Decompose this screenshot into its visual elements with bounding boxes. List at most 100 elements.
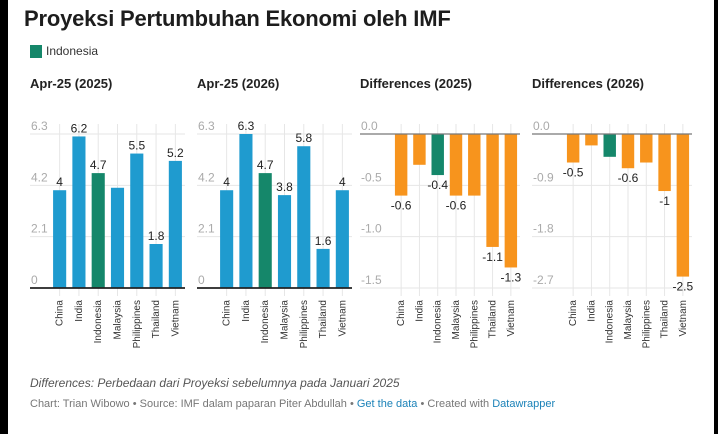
data-label: 5.8: [295, 131, 312, 145]
get-the-data-link[interactable]: Get the data: [356, 398, 418, 410]
data-label: 4: [223, 175, 230, 189]
y-tick-label: -2.7: [533, 273, 554, 287]
y-tick-label: -0.5: [361, 170, 382, 184]
legend-label: Indonesia: [46, 44, 99, 58]
chart-credit: Chart: Trian Wibowo: [30, 398, 130, 410]
x-tick-label: India: [414, 300, 425, 322]
x-tick-label: Indonesia: [260, 300, 271, 344]
footer-note: Differences: Perbedaan dari Proyeksi seb…: [30, 376, 400, 390]
x-tick-label: Malaysia: [623, 300, 634, 340]
y-tick-label: 0: [31, 273, 38, 287]
data-label: 1.6: [315, 234, 332, 248]
legend-swatch-indonesia: [30, 44, 42, 58]
panel-title-diff-2026: Differences (2026): [532, 76, 644, 91]
bar-thailand: [658, 134, 671, 192]
x-tick-label: China: [396, 300, 407, 327]
x-tick-label: Vietnam: [170, 300, 181, 337]
x-tick-label: Thailand: [151, 300, 162, 338]
data-label: 3.8: [276, 180, 293, 194]
data-label: -0.4: [427, 178, 448, 192]
y-tick-label: 0.0: [533, 119, 550, 133]
x-tick-label: Philippines: [132, 300, 143, 348]
y-tick-label: 2.1: [198, 222, 215, 236]
x-tick-label: India: [74, 300, 85, 322]
x-tick-label: India: [241, 300, 252, 322]
chart-frame: [8, 0, 714, 434]
bar-china: [53, 190, 67, 288]
x-tick-label: Thailand: [318, 300, 329, 338]
y-tick-label: 4.2: [31, 170, 48, 184]
bar-india: [585, 134, 598, 146]
x-tick-label: Malaysia: [113, 300, 124, 340]
x-tick-label: China: [568, 300, 579, 327]
panel-title-apr25-2026: Apr-25 (2026): [197, 76, 280, 91]
bar-philippines: [640, 134, 653, 163]
x-tick-label: India: [586, 300, 597, 322]
x-tick-label: Vietnam: [678, 300, 689, 337]
x-tick-label: Malaysia: [280, 300, 291, 340]
bar-indonesia: [91, 173, 105, 288]
x-tick-label: Philippines: [641, 300, 652, 348]
x-tick-label: China: [222, 300, 233, 327]
x-tick-label: Indonesia: [433, 300, 444, 344]
bar-thailand: [316, 248, 330, 288]
y-tick-label: 6.3: [31, 119, 48, 133]
data-label: -1.3: [501, 270, 522, 284]
y-tick-label: 6.3: [198, 119, 215, 133]
y-tick-label: -1.8: [533, 222, 554, 236]
bar-indonesia: [258, 173, 272, 288]
x-tick-label: Thailand: [488, 300, 499, 338]
data-label: 4: [339, 175, 346, 189]
bar-vietnam: [335, 190, 349, 288]
bar-china: [220, 190, 234, 288]
y-tick-label: -1.5: [361, 273, 382, 287]
bar-vietnam: [676, 134, 690, 277]
x-tick-label: Vietnam: [506, 300, 517, 337]
y-tick-label: 4.2: [198, 170, 215, 184]
y-tick-label: 2.1: [31, 222, 48, 236]
created-with-text: Created with: [427, 398, 490, 410]
y-tick-label: -1.0: [361, 222, 382, 236]
bar-malaysia: [449, 134, 463, 196]
bar-india: [239, 134, 253, 288]
x-tick-label: Malaysia: [451, 300, 462, 340]
bar-malaysia: [110, 187, 125, 288]
x-tick-label: Philippines: [469, 300, 480, 348]
source-credit: Source: IMF dalam paparan Piter Abdullah: [139, 398, 347, 410]
bar-philippines: [297, 146, 311, 288]
y-tick-label: 0.0: [361, 119, 378, 133]
bar-philippines: [468, 134, 481, 196]
x-tick-label: China: [55, 300, 66, 327]
bar-china: [394, 134, 408, 196]
bar-philippines: [130, 153, 144, 288]
bar-malaysia: [277, 195, 292, 288]
y-tick-label: 0: [198, 273, 205, 287]
data-label: -1.1: [482, 250, 503, 264]
bar-vietnam: [504, 134, 518, 268]
x-tick-label: Vietnam: [337, 300, 348, 337]
x-tick-label: Philippines: [299, 300, 310, 348]
datawrapper-link[interactable]: Datawrapper: [492, 398, 556, 410]
bar-thailand: [149, 244, 163, 288]
x-tick-label: Thailand: [660, 300, 671, 338]
data-label: 5.2: [167, 146, 184, 160]
data-label: 5.5: [128, 139, 145, 153]
data-label: 6.3: [238, 119, 255, 133]
bar-thailand: [486, 134, 499, 247]
x-tick-label: Indonesia: [93, 300, 104, 344]
data-label: -0.6: [391, 199, 412, 213]
data-label: 4.7: [257, 158, 274, 172]
bar-malaysia: [621, 134, 635, 169]
data-label: -1: [659, 194, 670, 208]
data-label: 1.8: [148, 229, 165, 243]
bar-vietnam: [168, 160, 182, 288]
bar-india: [72, 136, 86, 288]
panel-title-apr25-2025: Apr-25 (2025): [30, 76, 113, 91]
bar-india: [413, 134, 426, 165]
bar-indonesia: [603, 134, 616, 157]
chart-title: Proyeksi Pertumbuhan Ekonomi oleh IMF: [24, 6, 451, 31]
x-tick-label: Indonesia: [605, 300, 616, 344]
bar-china: [566, 134, 580, 163]
bar-indonesia: [431, 134, 444, 176]
